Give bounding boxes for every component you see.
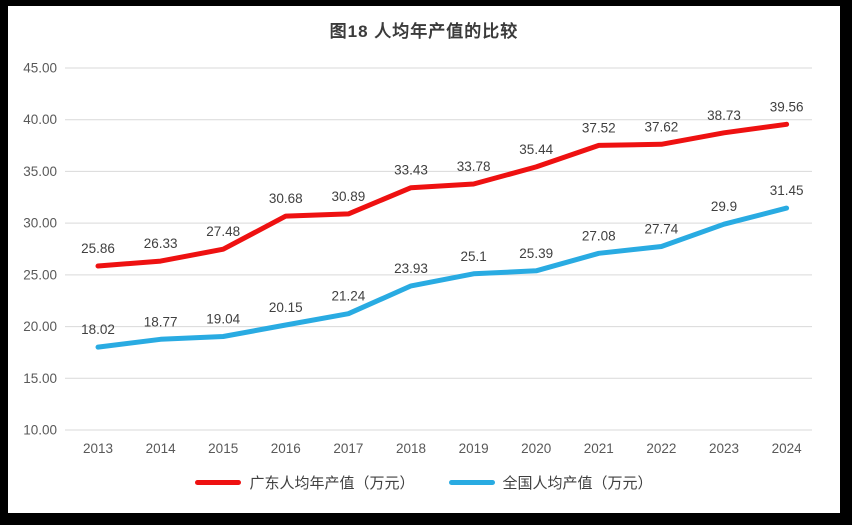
series-line-1 bbox=[95, 205, 790, 350]
data-label: 29.9 bbox=[711, 199, 737, 214]
y-axis-tick-label: 15.00 bbox=[23, 371, 57, 386]
data-label: 37.62 bbox=[645, 119, 679, 134]
data-label: 18.02 bbox=[81, 322, 115, 337]
data-label: 26.33 bbox=[144, 236, 178, 251]
series-line-0 bbox=[95, 121, 790, 269]
x-axis-tick-label: 2022 bbox=[646, 441, 676, 456]
y-axis-tick-label: 20.00 bbox=[23, 319, 57, 334]
x-axis-tick-label: 2021 bbox=[584, 441, 614, 456]
data-label: 33.78 bbox=[457, 159, 491, 174]
x-axis-tick-label: 2014 bbox=[146, 441, 177, 456]
x-axis-tick-label: 2024 bbox=[772, 441, 803, 456]
data-label: 25.86 bbox=[81, 241, 115, 256]
legend-item-guangdong[interactable]: 广东人均年产值（万元） bbox=[195, 472, 415, 493]
legend-label-national: 全国人均产值（万元） bbox=[502, 475, 653, 492]
x-axis-tick-label: 2017 bbox=[333, 441, 363, 456]
data-label: 30.68 bbox=[269, 191, 303, 206]
y-axis-tick-label: 30.00 bbox=[23, 216, 57, 231]
data-label: 20.15 bbox=[269, 300, 303, 315]
legend-swatch-guangdong-icon bbox=[195, 480, 242, 485]
y-axis-tick-label: 40.00 bbox=[23, 112, 57, 127]
data-label: 30.89 bbox=[332, 189, 366, 204]
x-axis-tick-label: 2013 bbox=[83, 441, 113, 456]
chart-legend: 广东人均年产值（万元） 全国人均产值（万元） bbox=[8, 472, 840, 493]
x-axis-tick-label: 2016 bbox=[271, 441, 301, 456]
data-label: 35.44 bbox=[519, 142, 553, 157]
chart-title: 图18 人均年产值的比较 bbox=[329, 22, 519, 41]
data-label: 38.73 bbox=[707, 108, 741, 123]
data-label: 25.39 bbox=[519, 246, 553, 261]
data-label: 27.48 bbox=[206, 224, 240, 239]
data-label: 27.08 bbox=[582, 228, 616, 243]
data-label: 18.77 bbox=[144, 314, 178, 329]
legend-swatch-national-icon bbox=[448, 480, 495, 485]
data-label: 39.56 bbox=[770, 99, 804, 114]
line-chart-plot-area: 10.00 15.00 20.00 25.00 30.00 35.00 40.00 45.00… bbox=[23, 61, 812, 456]
y-axis-tick-label: 10.00 bbox=[23, 423, 57, 438]
data-label: 33.43 bbox=[394, 163, 428, 178]
x-axis-tick-label: 2023 bbox=[709, 441, 739, 456]
data-label: 23.93 bbox=[394, 261, 428, 276]
data-label: 19.04 bbox=[206, 312, 240, 327]
data-label: 31.45 bbox=[770, 183, 804, 198]
y-axis-tick-label: 25.00 bbox=[23, 267, 57, 282]
data-label: 21.24 bbox=[332, 289, 366, 304]
legend-item-national[interactable]: 全国人均产值（万元） bbox=[448, 472, 653, 493]
data-label: 27.74 bbox=[645, 222, 679, 237]
data-label: 37.52 bbox=[582, 120, 616, 135]
x-axis-tick-label: 2020 bbox=[521, 441, 551, 456]
data-label: 25.1 bbox=[460, 249, 486, 264]
y-axis-tick-label: 35.00 bbox=[23, 164, 57, 179]
y-axis-tick-label: 45.00 bbox=[23, 61, 57, 76]
x-axis-tick-label: 2015 bbox=[208, 441, 238, 456]
x-axis-tick-label: 2018 bbox=[396, 441, 426, 456]
legend-label-guangdong: 广东人均年产值（万元） bbox=[249, 475, 415, 492]
x-axis-tick-label: 2019 bbox=[459, 441, 489, 456]
